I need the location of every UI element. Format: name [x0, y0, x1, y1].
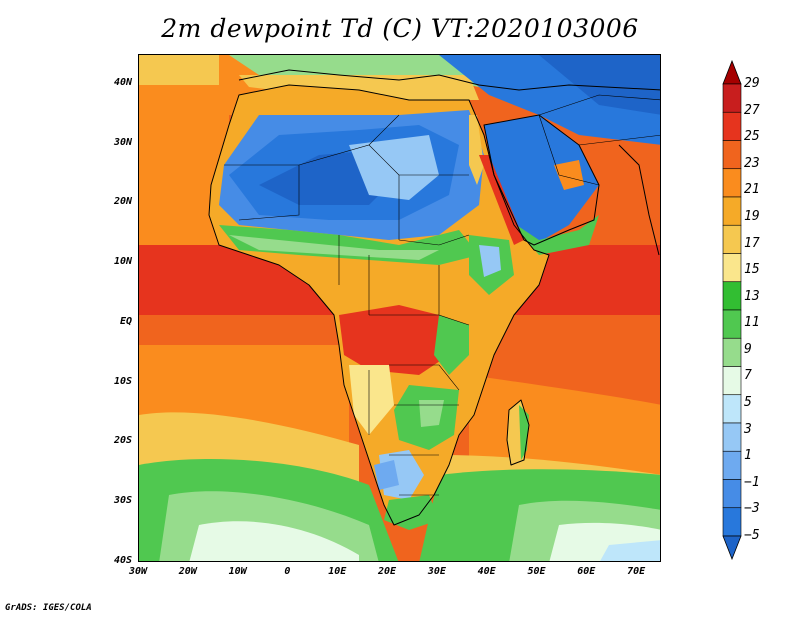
colorbar-segment: [722, 83, 742, 113]
colorbar-bottom-arrow: [722, 535, 742, 560]
lat-tick-label: 40S: [113, 555, 132, 566]
colorbar-segment: [722, 281, 742, 311]
lon-tick-label: 0: [284, 566, 291, 577]
kalahari-blue-2: [374, 460, 399, 490]
colorbar-label: 11: [744, 315, 760, 331]
colorbar: [722, 60, 742, 560]
colorbar-label: 3: [744, 421, 752, 437]
colorbar-label: 19: [744, 208, 760, 224]
sahel-lightgreen: [229, 235, 439, 260]
colorbar-label: 15: [744, 262, 760, 278]
colorbar-segment: [722, 366, 742, 396]
lon-tick-label: 70E: [627, 566, 646, 577]
persian-gulf: [554, 160, 584, 190]
colorbar-label: 21: [744, 182, 760, 198]
colorbar-label: 7: [744, 368, 752, 384]
colorbar-label: −3: [744, 501, 760, 517]
colorbar-label: 9: [744, 341, 752, 357]
lat-tick-label: 20N: [113, 196, 132, 208]
colorbar-segment: [722, 111, 742, 141]
nile-valley: [469, 115, 484, 185]
lat-tick-label: 30N: [113, 136, 132, 148]
colorbar-segment: [722, 479, 742, 509]
lon-tick-label: 30W: [128, 566, 148, 577]
map-title: 2m dewpoint Td (C) VT:2020103006: [161, 14, 639, 43]
colorbar-label: 27: [744, 102, 760, 118]
grads-credit: GrADS: IGES/COLA: [5, 603, 92, 613]
eurasia-dry-2: [539, 55, 660, 115]
north-atlantic-band-2: [139, 55, 219, 85]
mediterranean-sea: [239, 75, 479, 100]
lat-tick-label: 10S: [113, 375, 132, 387]
lat-tick-label: 40N: [113, 76, 132, 88]
colorbar-segment: [722, 196, 742, 226]
colorbar-segment: [722, 309, 742, 339]
colorbar-segment: [722, 394, 742, 424]
lat-tick-label: EQ: [119, 315, 132, 327]
arabia-coastline: [483, 114, 600, 246]
colorbar-label: 13: [744, 288, 760, 304]
colorbar-segment: [722, 140, 742, 170]
ethiopia-highlands-blue: [479, 245, 501, 277]
map-plot-area: [138, 54, 661, 562]
lon-tick-label: 40E: [477, 566, 496, 577]
sahara-lightblue: [349, 135, 439, 200]
lat-tick-label: 10N: [113, 256, 132, 268]
south-africa-green: [384, 495, 439, 530]
colorbar-segment: [722, 422, 742, 452]
country-borders: [224, 94, 660, 496]
colorbar-top-arrow: [722, 60, 742, 85]
colorbar-segment: [722, 450, 742, 480]
colorbar-segment: [722, 337, 742, 367]
lon-tick-label: 10E: [328, 566, 347, 577]
lon-tick-label: 60E: [577, 566, 596, 577]
colorbar-label: 29: [744, 76, 760, 91]
colorbar-label: 23: [744, 155, 760, 171]
india-coastline: [618, 144, 660, 256]
lon-tick-label: 10W: [228, 566, 247, 577]
lat-tick-label: 20S: [113, 435, 132, 447]
colorbar-label: 1: [744, 448, 752, 464]
lon-tick-label: 50E: [527, 566, 546, 577]
colorbar-label: −1: [744, 474, 760, 490]
africa-coastline: [208, 84, 550, 526]
congo-basin: [339, 305, 449, 375]
south-atlantic-pale: [189, 521, 359, 561]
colorbar-segment: [722, 253, 742, 283]
colorbar-label: −5: [744, 528, 760, 543]
lat-tick-label: 30S: [113, 495, 132, 507]
lon-tick-label: 20W: [178, 566, 197, 577]
colorbar-segment: [722, 507, 742, 537]
colorbar-label: 5: [744, 395, 752, 411]
europe-coastline: [238, 69, 660, 91]
colorbar-segment: [722, 168, 742, 198]
angola-yellow: [349, 365, 394, 435]
arabia-edges: [509, 215, 599, 255]
arabia-dry: [484, 115, 599, 245]
east-africa-green: [434, 315, 469, 375]
indian-ocean-blue: [600, 540, 660, 561]
colorbar-label: 17: [744, 235, 760, 251]
colorbar-label: 25: [744, 129, 760, 145]
madagascar-coastline: [506, 399, 530, 466]
lon-tick-label: 20E: [378, 566, 397, 577]
zambia-lightgreen: [419, 400, 444, 427]
colorbar-segment: [722, 224, 742, 254]
lon-tick-label: 30E: [427, 566, 446, 577]
